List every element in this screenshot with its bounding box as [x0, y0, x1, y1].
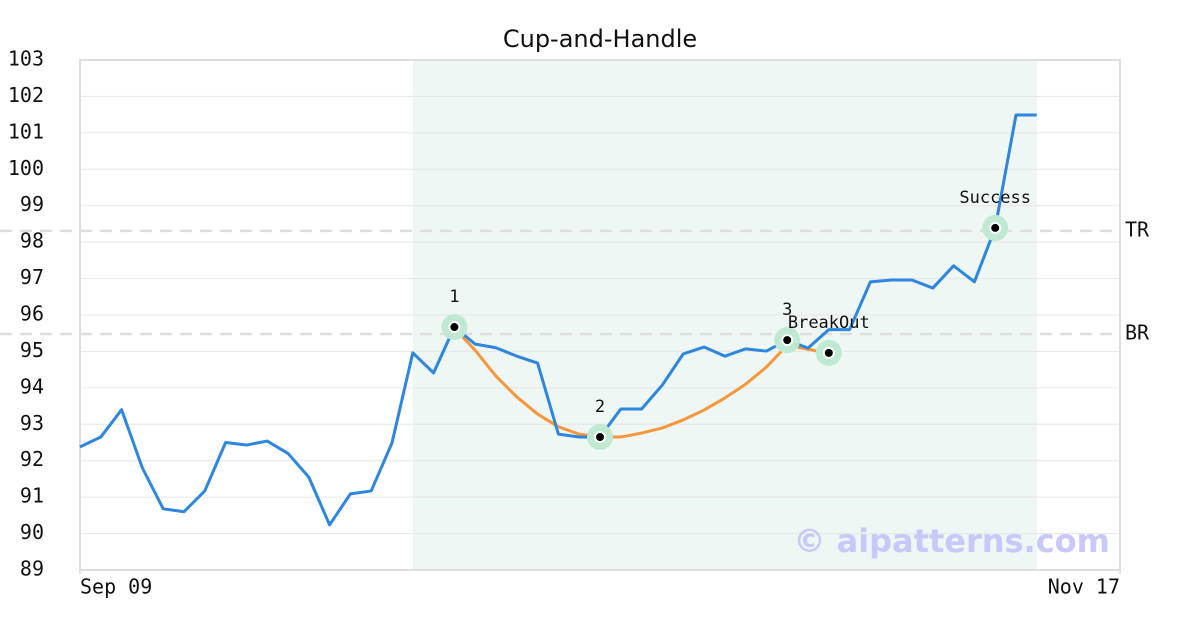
- y-tick-label: 97: [20, 265, 44, 289]
- y-tick-label: 99: [20, 192, 44, 216]
- annotation-label: BreakOut: [788, 313, 870, 333]
- y-tick-label: 98: [20, 229, 44, 253]
- plot-frame: [79, 59, 1121, 571]
- annotation-point: [594, 431, 606, 444]
- y-tick-label: 93: [20, 411, 44, 435]
- level-label: BR: [1125, 320, 1150, 344]
- chart-title: Cup-and-Handle: [503, 25, 697, 53]
- annotation-label: 1: [449, 287, 459, 307]
- y-tick-label: 102: [8, 83, 44, 107]
- y-tick-label: 100: [8, 156, 44, 180]
- y-tick-label: 92: [20, 447, 44, 471]
- y-tick-label: 96: [20, 302, 44, 326]
- y-tick-label: 91: [20, 484, 44, 508]
- series-line: [79, 113, 1037, 527]
- level-label: TR: [1125, 217, 1150, 241]
- watermark: © aipatterns.com: [793, 522, 1110, 560]
- y-tick-label: 95: [20, 338, 44, 362]
- y-tick-label: 89: [20, 557, 44, 581]
- series-line: [453, 327, 830, 439]
- annotation-point: [989, 221, 1002, 234]
- y-tick-label: 101: [8, 119, 44, 143]
- x-tick-label: Nov 17: [1048, 575, 1120, 599]
- annotation-label: Success: [959, 188, 1031, 208]
- y-tick-label: 103: [8, 47, 44, 71]
- y-tick-label: 94: [20, 374, 44, 398]
- x-tick-label: Sep 09: [80, 575, 152, 599]
- annotation-point: [822, 346, 835, 359]
- annotation-point: [448, 321, 461, 334]
- annotation-label: 2: [595, 397, 605, 417]
- y-tick-label: 90: [20, 520, 44, 544]
- annotation-point: [781, 334, 794, 347]
- annotation-label: 3: [782, 300, 792, 320]
